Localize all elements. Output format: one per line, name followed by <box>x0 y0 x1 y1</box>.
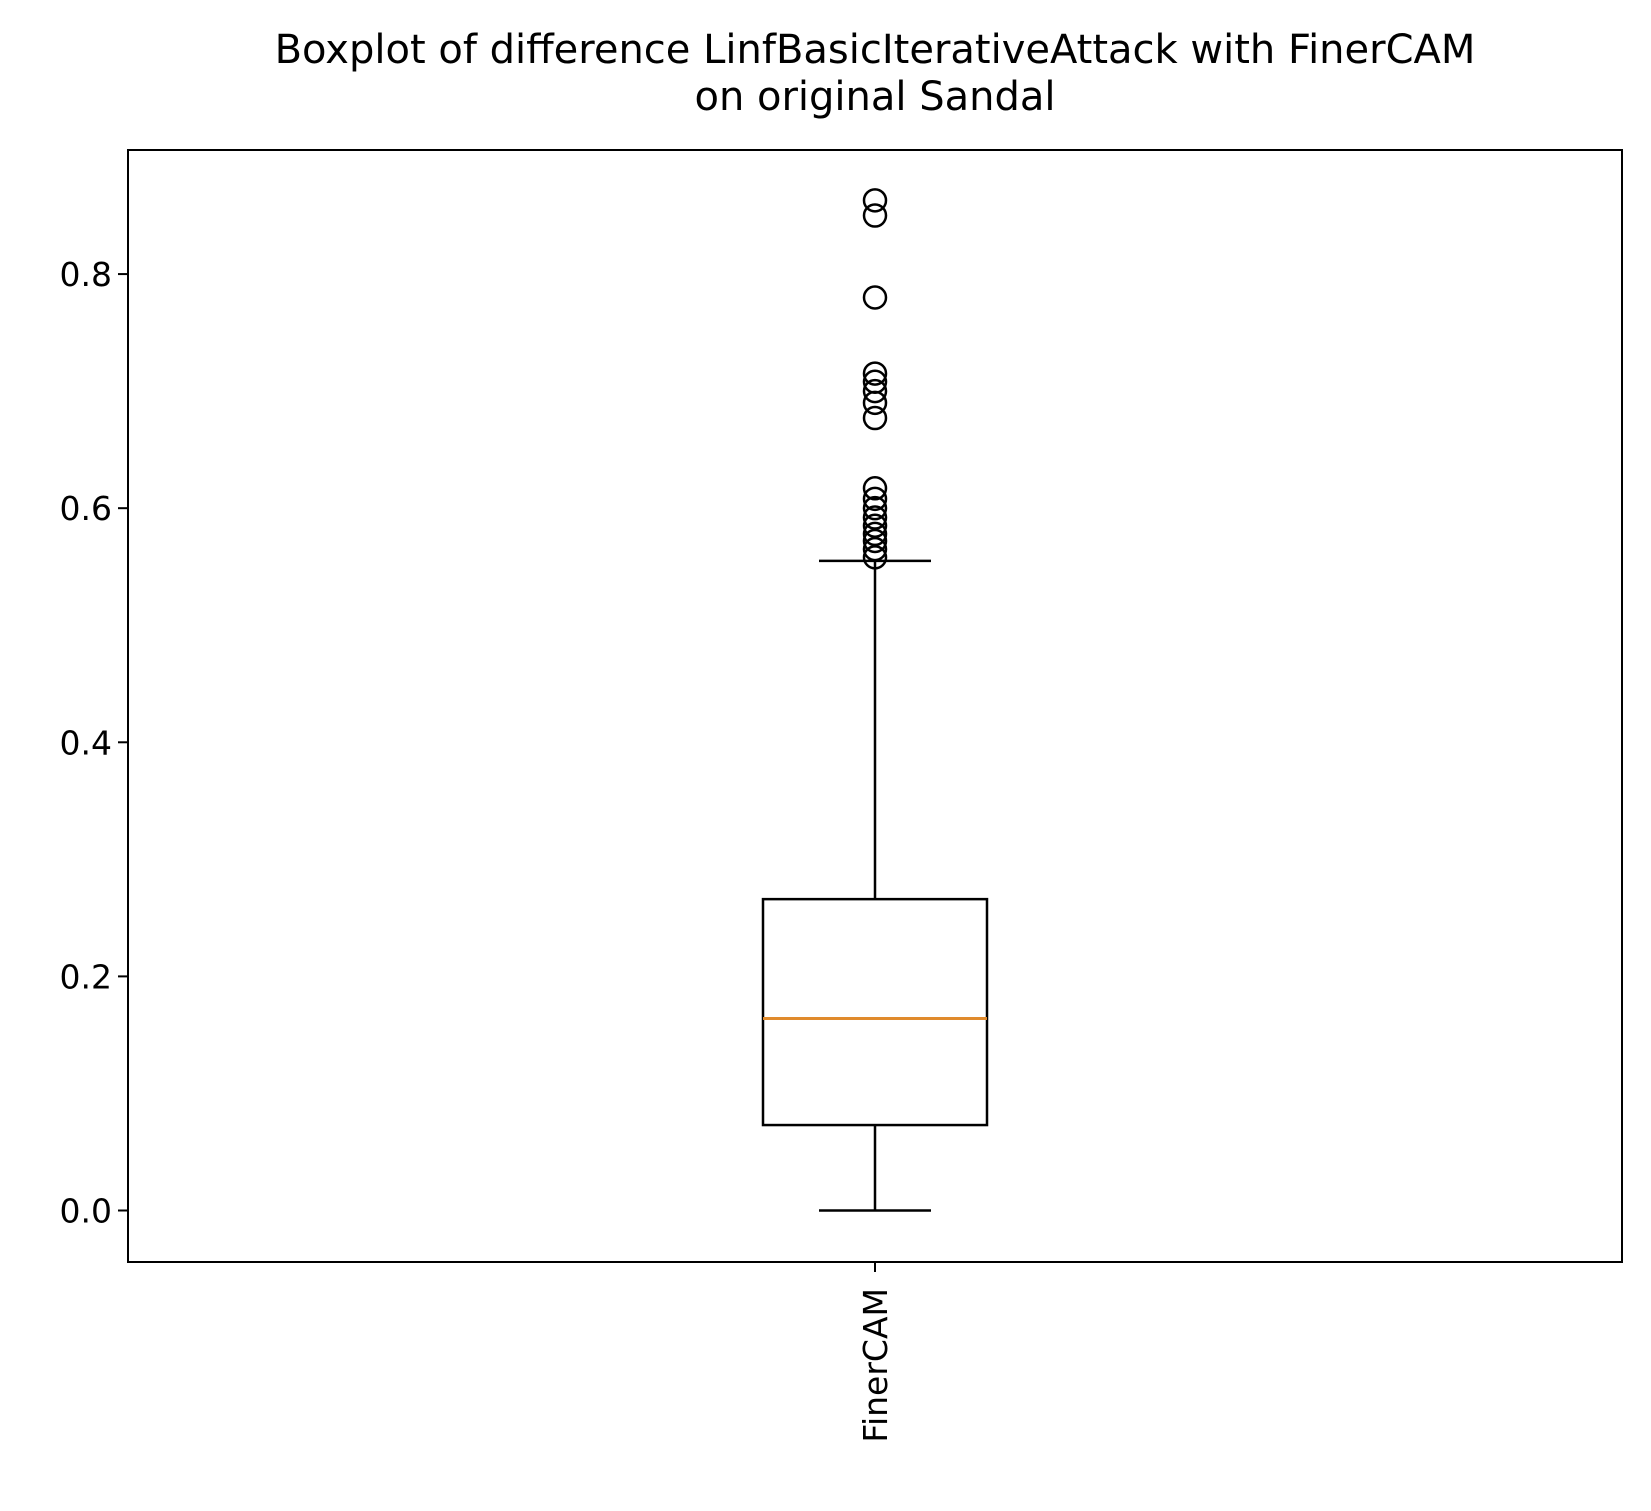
y-tick-label: 0.0 <box>60 1191 112 1230</box>
iqr-box <box>761 897 989 1127</box>
y-tick-label: 0.6 <box>60 489 112 528</box>
box-group <box>761 188 989 1212</box>
outlier-point <box>862 528 888 554</box>
outlier-point <box>862 361 888 386</box>
y-tick-label: 0.4 <box>60 723 112 762</box>
y-tick-label: 0.2 <box>60 957 112 996</box>
outlier-point <box>862 188 888 213</box>
chart-title-line: Boxplot of difference LinfBasicIterative… <box>275 27 1476 73</box>
y-tick-label: 0.8 <box>60 255 112 294</box>
outlier-point <box>862 285 888 310</box>
outlier-point <box>862 545 888 570</box>
outlier-point <box>862 203 888 228</box>
outlier-point <box>862 505 888 530</box>
y-axis: 0.0 0.2 0.4 0.6 0.8 <box>60 255 128 1230</box>
chart-title: Boxplot of difference LinfBasicIterative… <box>275 27 1476 120</box>
x-tick-label: FinerCAM <box>856 1288 895 1443</box>
outlier-point <box>862 369 888 395</box>
outlier-point <box>862 476 888 501</box>
outlier-point <box>862 495 888 521</box>
chart-title-line: on original Sandal <box>694 74 1055 120</box>
plot-marks <box>761 188 989 1212</box>
outlier-point <box>862 378 888 404</box>
outlier-point <box>862 513 888 538</box>
outlier-point <box>862 405 888 431</box>
plot-frame <box>127 149 1623 1263</box>
x-axis: FinerCAM <box>856 1262 895 1443</box>
outlier-point <box>862 486 888 512</box>
outlier-point <box>862 536 888 562</box>
outlier-point <box>862 521 888 547</box>
